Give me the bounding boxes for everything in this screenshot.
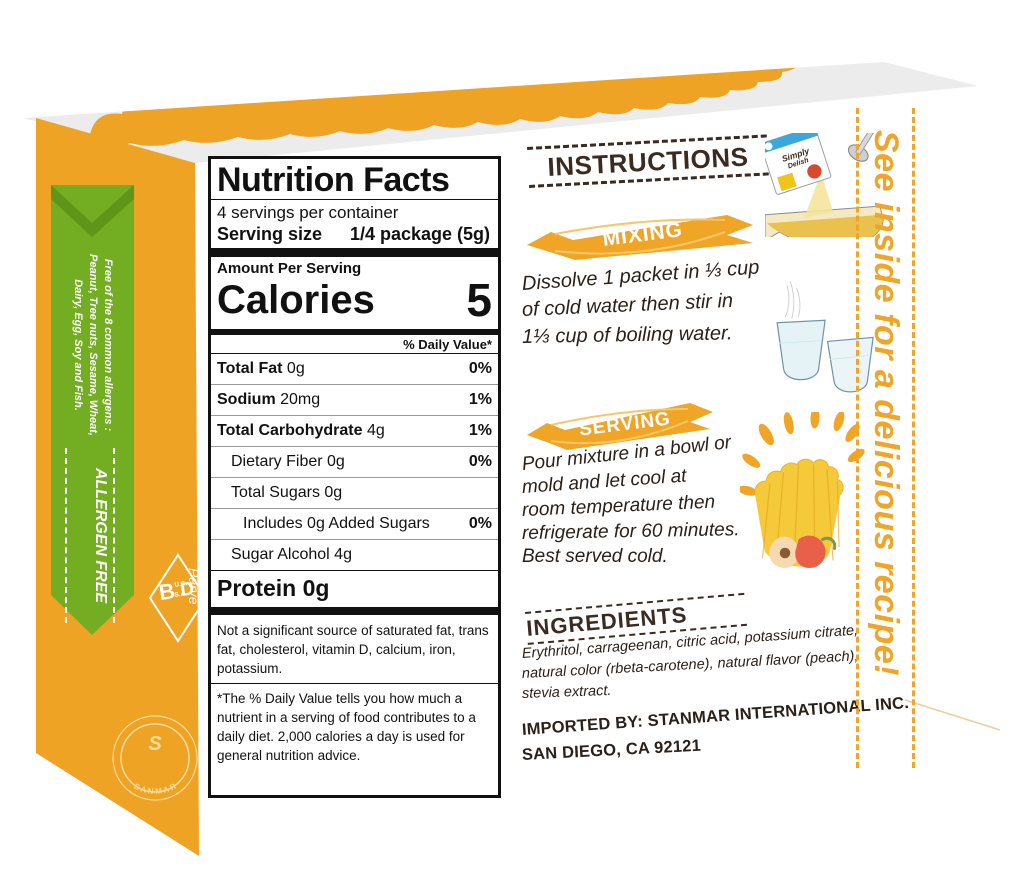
svg-text:S A N M A R: S A N M A R [132, 782, 177, 796]
svg-text:S: S [148, 733, 162, 755]
